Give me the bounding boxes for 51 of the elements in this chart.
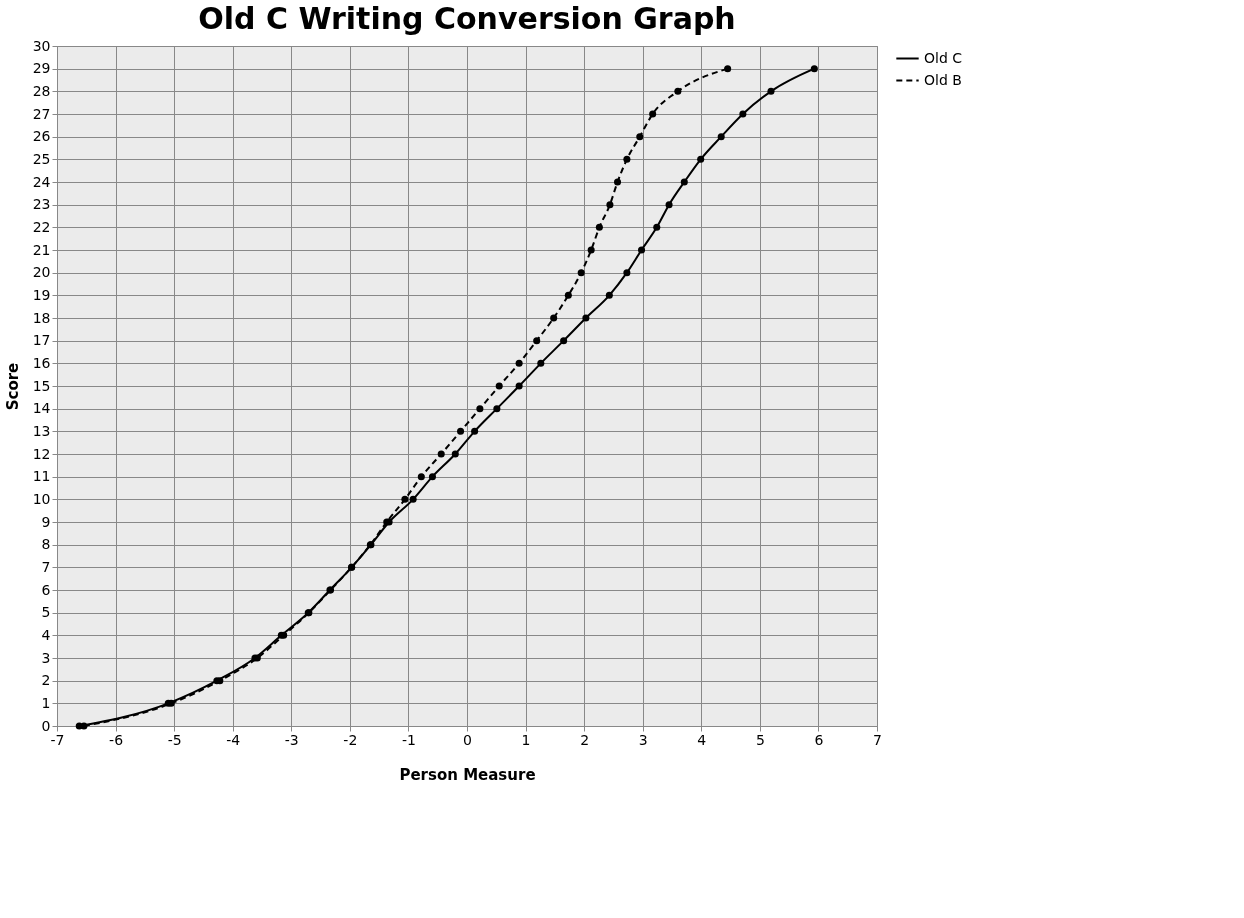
y-tick-label: 18 <box>32 309 51 326</box>
y-tick-label: 17 <box>32 332 51 349</box>
x-tick-label: 6 <box>814 731 824 748</box>
x-tick-label: 2 <box>580 731 590 748</box>
y-tick-label: 20 <box>32 264 51 281</box>
x-tick-label: -6 <box>109 731 124 748</box>
x-tick-label: -4 <box>226 731 241 748</box>
x-tick-label: -5 <box>167 731 182 748</box>
x-tick-label: -7 <box>50 731 65 748</box>
x-tick-label: -2 <box>343 731 358 748</box>
x-tick-label: -1 <box>401 731 416 748</box>
y-tick-label: 21 <box>32 241 51 258</box>
y-tick-label: 1 <box>41 694 51 711</box>
y-tick-label: 12 <box>32 445 51 462</box>
y-tick-label: 27 <box>32 105 51 122</box>
y-tick-label: 29 <box>32 60 51 77</box>
y-tick-label: 8 <box>41 536 51 553</box>
y-tick-label: 4 <box>41 626 51 643</box>
y-tick-label: 14 <box>32 400 51 417</box>
y-tick-label: 22 <box>32 218 51 235</box>
y-tick-label: 16 <box>32 354 51 371</box>
y-tick-label: 7 <box>41 558 51 575</box>
y-tick-label: 6 <box>41 581 51 598</box>
legend-label: Old B <box>924 71 962 88</box>
y-tick-label: 10 <box>32 490 51 507</box>
y-tick-label: 2 <box>41 672 51 689</box>
x-tick-label: -3 <box>284 731 299 748</box>
x-tick-label: 1 <box>521 731 531 748</box>
x-tick-label: 4 <box>697 731 707 748</box>
x-tick-label: 5 <box>755 731 765 748</box>
y-tick-label: 11 <box>32 468 51 485</box>
y-tick-label: 15 <box>32 377 51 394</box>
x-axis-title: Person Measure <box>399 765 536 784</box>
y-tick-label: 25 <box>32 150 51 167</box>
y-tick-label: 26 <box>32 128 51 145</box>
chart-title: Old C Writing Conversion Graph <box>198 1 736 36</box>
y-axis-title: Score <box>3 362 22 411</box>
y-tick-label: 0 <box>41 717 51 734</box>
y-tick-label: 24 <box>32 173 51 190</box>
y-tick-label: 9 <box>41 513 51 530</box>
y-tick-label: 5 <box>41 604 51 621</box>
x-tick-label: 7 <box>873 731 882 748</box>
y-tick-label: 19 <box>32 286 51 303</box>
x-tick-label: 3 <box>638 731 648 748</box>
y-tick-label: 23 <box>32 196 51 213</box>
y-tick-label: 28 <box>32 82 51 99</box>
y-tick-label: 30 <box>32 37 51 54</box>
x-tick-label: 0 <box>463 731 472 748</box>
y-tick-label: 3 <box>41 649 51 666</box>
y-tick-label: 13 <box>32 422 51 439</box>
legend-label: Old C <box>924 49 963 66</box>
